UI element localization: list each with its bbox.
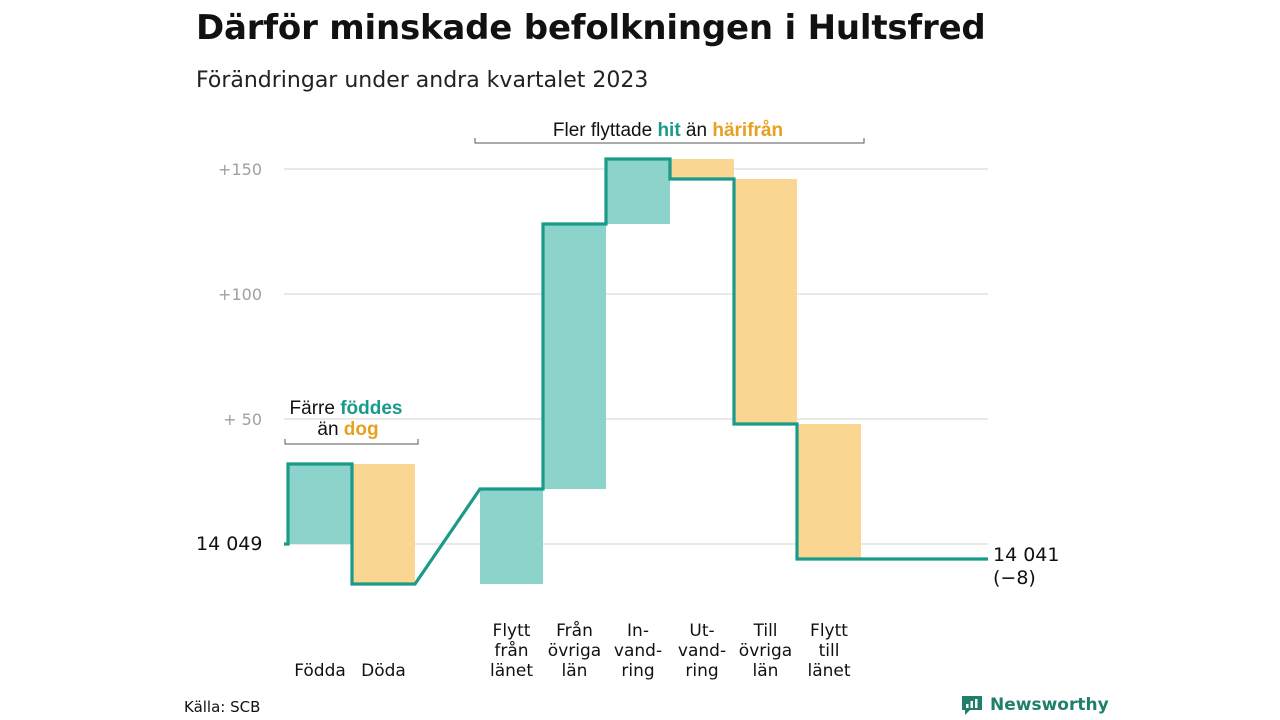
category-label: Flytt — [493, 621, 531, 641]
annotation-bracket — [284, 439, 419, 445]
newsworthy-logo: Newsworthy — [960, 693, 1109, 717]
category-label: till — [819, 641, 840, 661]
category-label: In- — [627, 621, 649, 641]
annotation-part: hit — [657, 120, 681, 141]
category-label: länet — [490, 661, 533, 681]
annotation-births-deaths: Färre föddes — [290, 398, 403, 419]
category-label: län — [753, 661, 779, 681]
category-label: vand- — [678, 641, 726, 661]
category-label: ring — [685, 661, 718, 681]
bar-ut--vand--ring — [670, 159, 734, 179]
category-label: från — [494, 640, 528, 661]
annotation-part: Färre — [290, 398, 341, 419]
source-note: Källa: SCB — [184, 698, 261, 716]
logo-text: Newsworthy — [990, 695, 1109, 715]
bar-döda — [352, 464, 415, 584]
category-label: ring — [621, 661, 654, 681]
category-label: Döda — [361, 661, 406, 681]
annotation-part: härifrån — [712, 120, 783, 141]
annotation-part: än — [317, 419, 343, 440]
annotation-part: Fler flyttade — [553, 120, 658, 141]
running-total-line — [284, 157, 988, 586]
category-label: Till — [752, 621, 777, 641]
y-tick-label: +150 — [218, 160, 262, 179]
annotation-migration: Fler flyttade hit än härifrån — [553, 120, 783, 141]
bars — [288, 159, 861, 584]
bar-födda — [288, 464, 352, 544]
annotation-part: än — [681, 120, 713, 141]
chart-title: Därför minskade befolkningen i Hultsfred — [196, 8, 986, 48]
annotation-part: föddes — [340, 398, 402, 419]
category-label: vand- — [614, 641, 662, 661]
chart-logo-icon — [962, 696, 982, 715]
bar-in--vand--ring — [606, 159, 670, 224]
category-label: länet — [807, 661, 850, 681]
category-label: Flytt — [810, 621, 848, 641]
category-label: Födda — [294, 661, 346, 681]
y-tick-label: +100 — [218, 285, 262, 304]
start-value-label: 14 049 — [196, 533, 262, 555]
bar-flytt-till-länet — [797, 424, 861, 559]
category-label: län — [562, 661, 588, 681]
bar-till-övriga-län — [734, 179, 797, 424]
annotation-part: dog — [344, 419, 379, 440]
bar-från-övriga-län — [543, 224, 606, 489]
chart-subtitle: Förändringar under andra kvartalet 2023 — [196, 68, 649, 93]
end-value-label: 14 041 — [993, 544, 1059, 566]
y-tick-label: + 50 — [223, 410, 262, 429]
category-label: övriga — [739, 641, 792, 661]
end-change-label: (−8) — [993, 567, 1036, 589]
category-label: övriga — [548, 641, 601, 661]
running-total-path — [284, 157, 988, 586]
category-label: Ut- — [689, 621, 714, 641]
bar-flytt-från-länet — [480, 489, 543, 584]
annotation-births-deaths-line2: än dog — [317, 419, 378, 440]
category-label: Från — [556, 620, 593, 641]
annotation-bracket — [474, 138, 865, 144]
